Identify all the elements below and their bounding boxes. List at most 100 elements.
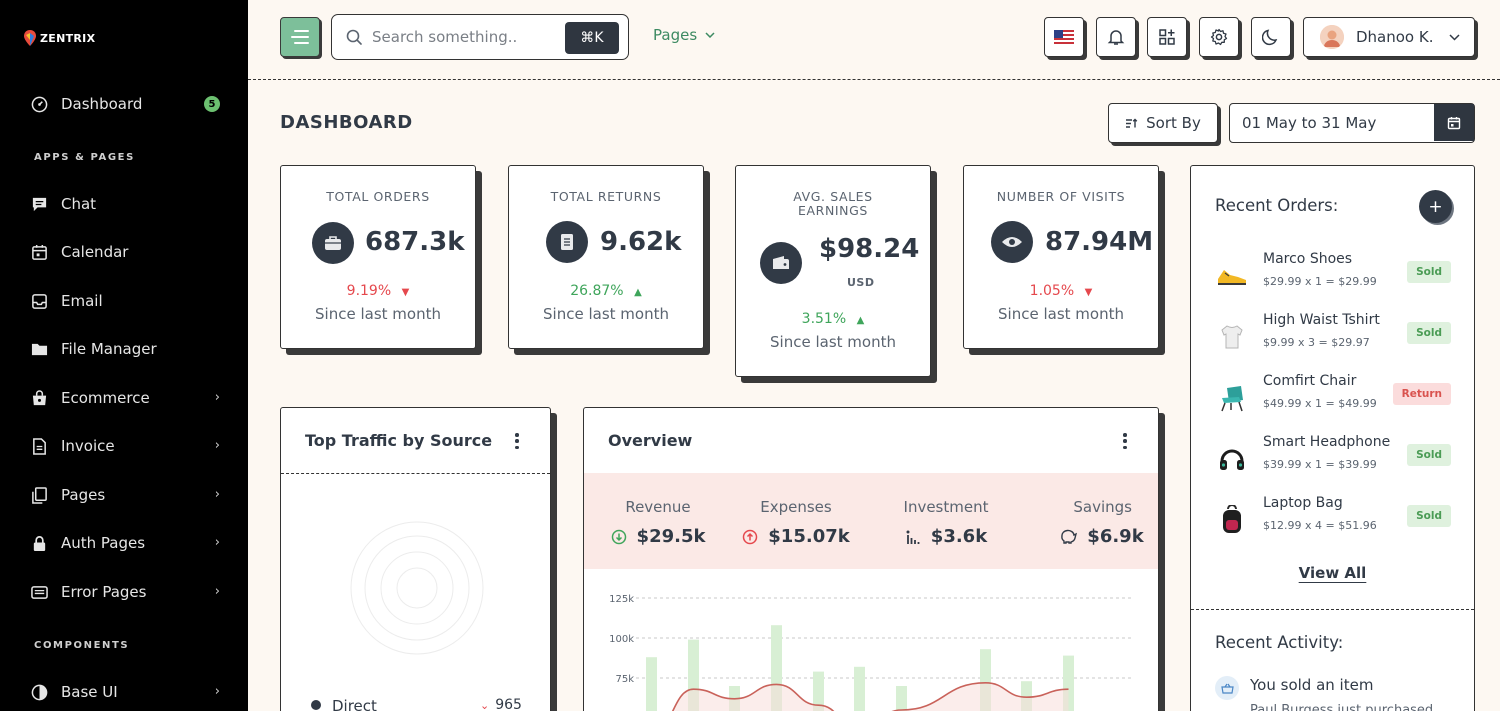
stat-value: 87.94M (1045, 227, 1154, 257)
sidebar-item-label: Calendar (61, 243, 129, 261)
search-icon (346, 29, 362, 45)
apps-grid-icon (1159, 29, 1175, 45)
chevron-right-icon: › (214, 487, 220, 502)
lock-icon (30, 534, 48, 552)
caret-up-icon: ▲ (634, 287, 642, 298)
metric-value-row: $6.9k (1052, 526, 1152, 547)
metric-value-row: $15.07k (736, 526, 856, 547)
settings-button[interactable] (1199, 17, 1239, 57)
view-all-link[interactable]: View All (1191, 564, 1474, 582)
activity-subtext: Paul Burgess just purchased (1250, 703, 1434, 711)
sidebar-section-apps: APPS & PAGES (34, 152, 135, 163)
sidebar-item-label: Error Pages (61, 583, 147, 601)
sidebar-item-file-manager[interactable]: File Manager (30, 337, 220, 361)
sidebar-item-calendar[interactable]: Calendar (30, 240, 220, 264)
metric-savings: Savings $6.9k (1052, 498, 1152, 547)
more-options-icon[interactable] (512, 432, 522, 450)
sidebar-item-ecommerce[interactable]: Ecommerce › (30, 386, 220, 410)
sort-by-button[interactable]: Sort By (1108, 103, 1218, 143)
user-menu-button[interactable]: Dhanoo K. (1303, 17, 1475, 57)
stat-change-value: 9.19% (346, 283, 392, 299)
stat-since: Since last month (315, 305, 441, 323)
recent-activity-title: Recent Activity: (1215, 633, 1344, 652)
recent-orders-card: Recent Orders: + Marco Shoes $29.99 x 1 … (1190, 165, 1475, 711)
calendar-icon (30, 243, 48, 261)
chevron-right-icon: › (214, 684, 220, 699)
stat-change: 26.87% ▲ (509, 283, 703, 299)
avatar (1320, 25, 1344, 49)
sidebar-item-error-pages[interactable]: Error Pages › (30, 580, 220, 604)
order-name: High Waist Tshirt (1263, 312, 1380, 328)
legend-dot (311, 700, 321, 710)
pages-dropdown[interactable]: Pages (653, 26, 715, 44)
chair-icon (1215, 381, 1249, 415)
sidebar-item-dashboard[interactable]: Dashboard 5 (30, 92, 220, 116)
chevron-right-icon: › (214, 535, 220, 550)
sidebar-item-invoice[interactable]: Invoice › (30, 434, 220, 458)
stat-card-total-returns: TOTAL RETURNS 9.62k 26.87% ▲ Since last … (508, 165, 704, 349)
divider (1191, 609, 1474, 610)
sort-by-label: Sort By (1146, 114, 1201, 132)
arrow-down-circle-icon (611, 529, 626, 544)
notifications-button[interactable] (1096, 17, 1136, 57)
calendar-button[interactable] (1434, 104, 1474, 141)
metric-label: Revenue (625, 498, 691, 516)
traffic-title: Top Traffic by Source (305, 431, 493, 450)
status-badge: Sold (1407, 505, 1451, 527)
theme-toggle-button[interactable] (1251, 17, 1291, 57)
tshirt-icon (1215, 320, 1249, 354)
us-flag-icon (1054, 30, 1074, 44)
email-icon (30, 292, 48, 310)
metric-label: Savings (1073, 498, 1132, 516)
sidebar-item-label: Ecommerce (61, 389, 150, 407)
order-item[interactable]: High Waist Tshirt $9.99 x 3 = $29.97 Sol… (1215, 312, 1451, 360)
more-options-icon[interactable] (1120, 432, 1130, 450)
overview-chart: 125k 100k 75k (609, 594, 1134, 711)
order-calc: $12.99 x 4 = $51.96 (1263, 519, 1377, 532)
activity-text: You sold an item (1250, 676, 1374, 694)
language-button[interactable] (1044, 17, 1084, 57)
stat-label: TOTAL RETURNS (550, 189, 662, 204)
moon-icon (1262, 29, 1278, 46)
chart-bar (688, 639, 699, 711)
search-input[interactable] (372, 28, 562, 46)
brand-logo[interactable]: ZENTRIX (24, 30, 95, 46)
half-circle-icon (30, 683, 48, 701)
order-item[interactable]: Comfirt Chair $49.99 x 1 = $49.99 Return (1215, 373, 1451, 421)
stat-label-line1: AVG. SALES (793, 189, 873, 204)
y-tick-label: 125k (609, 594, 634, 605)
caret-down-icon: ▼ (1084, 287, 1093, 298)
caret-down-icon: ▼ (401, 287, 410, 298)
chevron-down-icon (705, 32, 715, 38)
divider (281, 473, 550, 474)
order-item[interactable]: Smart Headphone $39.99 x 1 = $39.99 Sold (1215, 434, 1451, 482)
sidebar-item-auth-pages[interactable]: Auth Pages › (30, 531, 220, 555)
order-item[interactable]: Laptop Bag $12.99 x 4 = $51.96 Sold (1215, 495, 1451, 543)
chart-bar (771, 625, 782, 711)
eye-icon (991, 221, 1033, 263)
sidebar-item-base-ui[interactable]: Base UI › (30, 680, 220, 704)
metric-value: $15.07k (768, 526, 850, 547)
order-item[interactable]: Marco Shoes $29.99 x 1 = $29.99 Sold (1215, 251, 1451, 299)
date-range-input[interactable] (1242, 114, 1422, 132)
stat-since: Since last month (543, 305, 669, 323)
chart-bar (1063, 655, 1074, 711)
piggy-bank-icon (1061, 529, 1078, 544)
add-order-button[interactable]: + (1419, 190, 1452, 223)
sidebar-item-email[interactable]: Email (30, 289, 220, 313)
sort-icon (1126, 118, 1138, 128)
order-name: Smart Headphone (1263, 434, 1391, 450)
overview-card: Overview Revenue $29.5k Expenses $15.07k… (583, 407, 1159, 711)
chart-bar (980, 649, 991, 711)
stat-change-value: 3.51% (801, 311, 847, 327)
metric-revenue: Revenue $29.5k (598, 498, 718, 547)
sidebar-item-chat[interactable]: Chat (30, 192, 220, 216)
sidebar-item-label: Chat (61, 195, 97, 213)
menu-toggle-button[interactable] (280, 17, 320, 57)
sidebar-item-pages[interactable]: Pages › (30, 483, 220, 507)
chart-bar (896, 686, 907, 711)
metric-value: $6.9k (1087, 526, 1144, 547)
sidebar-item-label: Auth Pages (61, 534, 146, 552)
apps-button[interactable] (1147, 17, 1187, 57)
stat-value: $98.24 (819, 234, 920, 264)
